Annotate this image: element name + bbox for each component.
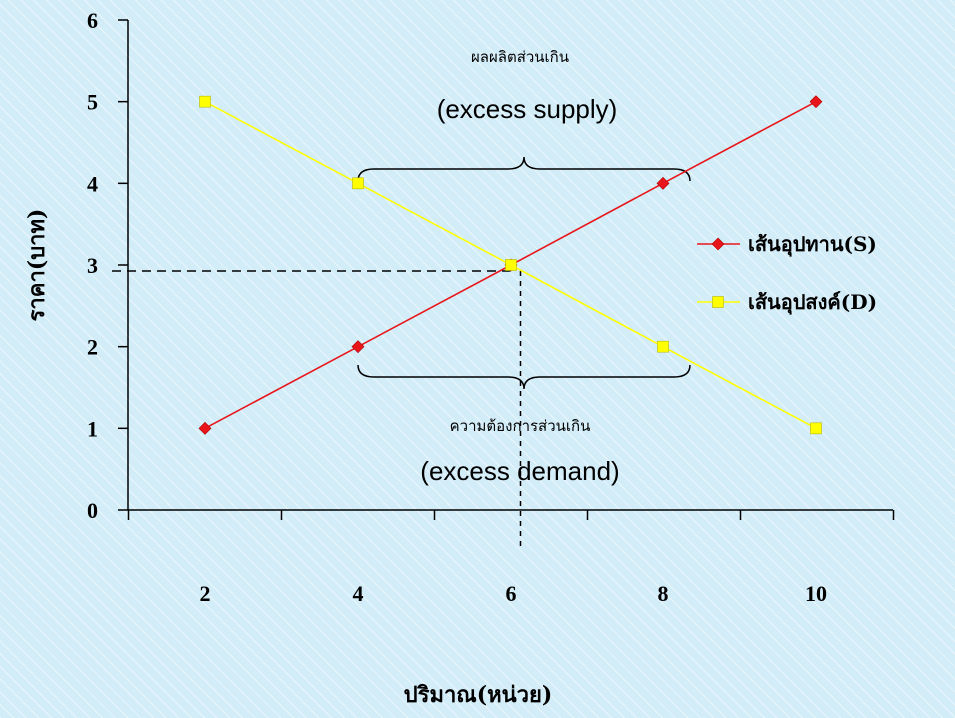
legend-marker-1 bbox=[712, 296, 724, 308]
series-0-point-4 bbox=[809, 95, 823, 109]
series-1-point-0 bbox=[199, 95, 211, 108]
excess-supply-en-label: (excess supply) bbox=[437, 94, 618, 124]
series-1-point-3 bbox=[657, 340, 669, 353]
legend-marker-0 bbox=[711, 237, 725, 251]
y-axis-title: ราคา(บาท) bbox=[24, 209, 50, 322]
legend-label-1: เส้นอุปสงค์(D) bbox=[748, 290, 877, 315]
braces bbox=[357, 156, 691, 390]
y-ticks: 0 1 2 3 4 5 6 bbox=[87, 8, 128, 523]
x-ticks: 2 4 6 8 10 bbox=[127, 510, 895, 606]
series-1-point-1 bbox=[352, 177, 364, 190]
y-tick-label-0: 0 bbox=[87, 498, 98, 523]
y-tick-label-5: 5 bbox=[87, 90, 98, 115]
x-axis-title: ปริมาณ(หน่วย) bbox=[404, 682, 553, 708]
x-tick-label-6: 6 bbox=[506, 581, 517, 606]
y-tick-label-1: 1 bbox=[87, 416, 98, 441]
legend: เส้นอุปทาน(S) เส้นอุปสงค์(D) bbox=[697, 232, 877, 315]
y-tick-label-2: 2 bbox=[87, 335, 98, 360]
series-0-point-3 bbox=[656, 176, 670, 190]
series-0-point-1 bbox=[351, 340, 365, 354]
series-0-point-0 bbox=[198, 421, 212, 435]
series-group bbox=[198, 95, 823, 435]
equilibrium-guides bbox=[112, 270, 522, 548]
series-1-point-2 bbox=[505, 259, 517, 271]
y-tick-label-4: 4 bbox=[87, 171, 98, 196]
excess-supply-thai-label: ผลผลิตส่วนเกิน bbox=[471, 48, 569, 66]
x-tick-label-10: 10 bbox=[805, 581, 827, 606]
y-tick-label-6: 6 bbox=[87, 8, 98, 33]
legend-label-0: เส้นอุปทาน(S) bbox=[748, 232, 877, 257]
x-tick-label-4: 4 bbox=[353, 581, 364, 606]
excess-demand-thai-label: ความต้องการส่วนเกิน bbox=[450, 417, 591, 435]
excess-demand-en-label: (excess demand) bbox=[420, 456, 619, 486]
excess-demand-brace bbox=[357, 364, 691, 390]
x-tick-label-8: 8 bbox=[658, 581, 669, 606]
excess-supply-brace bbox=[357, 156, 691, 182]
x-tick-label-2: 2 bbox=[200, 581, 211, 606]
y-tick-label-3: 3 bbox=[87, 253, 98, 278]
series-1-point-4 bbox=[810, 422, 822, 435]
